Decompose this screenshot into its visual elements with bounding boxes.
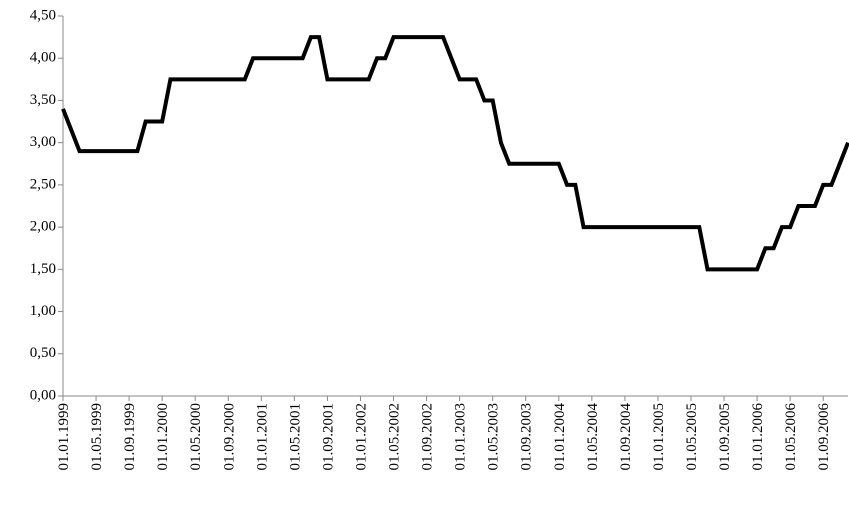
y-tick-label: 3,50 [30, 92, 56, 108]
x-tick-label: 01.05.2000 [188, 403, 204, 471]
x-tick-label: 01.05.1999 [89, 403, 105, 471]
x-tick-label: 01.05.2004 [585, 403, 601, 471]
x-tick-label: 01.01.2000 [155, 403, 171, 471]
x-tick-label: 01.01.2001 [254, 403, 270, 471]
x-tick-label: 01.09.2004 [618, 403, 634, 471]
y-tick-label: 4,00 [30, 50, 56, 66]
y-tick-label: 0,50 [30, 345, 56, 361]
x-tick-label: 01.05.2001 [287, 403, 303, 471]
y-tick-label: 2,50 [30, 176, 56, 192]
y-tick-label: 4,50 [30, 7, 56, 23]
y-tick-label: 0,00 [30, 387, 56, 403]
x-tick-label: 01.09.2005 [717, 403, 733, 471]
y-tick-label: 1,00 [30, 303, 56, 319]
x-tick-label: 01.05.2006 [783, 403, 799, 471]
y-tick-label: 2,00 [30, 219, 56, 235]
x-tick-label: 01.09.1999 [122, 403, 138, 471]
x-tick-label: 01.05.2003 [486, 403, 502, 471]
x-tick-label: 01.09.2006 [816, 403, 832, 471]
x-tick-label: 01.01.2004 [552, 403, 568, 471]
x-tick-label: 01.05.2005 [684, 403, 700, 471]
data-line [61, 35, 849, 272]
x-tick-label: 01.09.2002 [420, 403, 436, 471]
x-tick-label: 01.09.2001 [320, 403, 336, 471]
y-tick-label: 3,00 [30, 134, 56, 150]
x-tick-label: 01.05.2002 [387, 403, 403, 471]
x-tick-label: 01.09.2003 [519, 403, 535, 471]
x-tick-label: 01.09.2000 [221, 403, 237, 471]
y-tick-label: 1,50 [30, 261, 56, 277]
x-tick-label: 01.01.2003 [453, 403, 469, 471]
x-tick-label: 01.01.2006 [750, 403, 766, 471]
x-tick-label: 01.01.2002 [353, 403, 369, 471]
x-tick-label: 01.01.2005 [651, 403, 667, 471]
x-tick-label: 01.01.1999 [56, 403, 72, 471]
